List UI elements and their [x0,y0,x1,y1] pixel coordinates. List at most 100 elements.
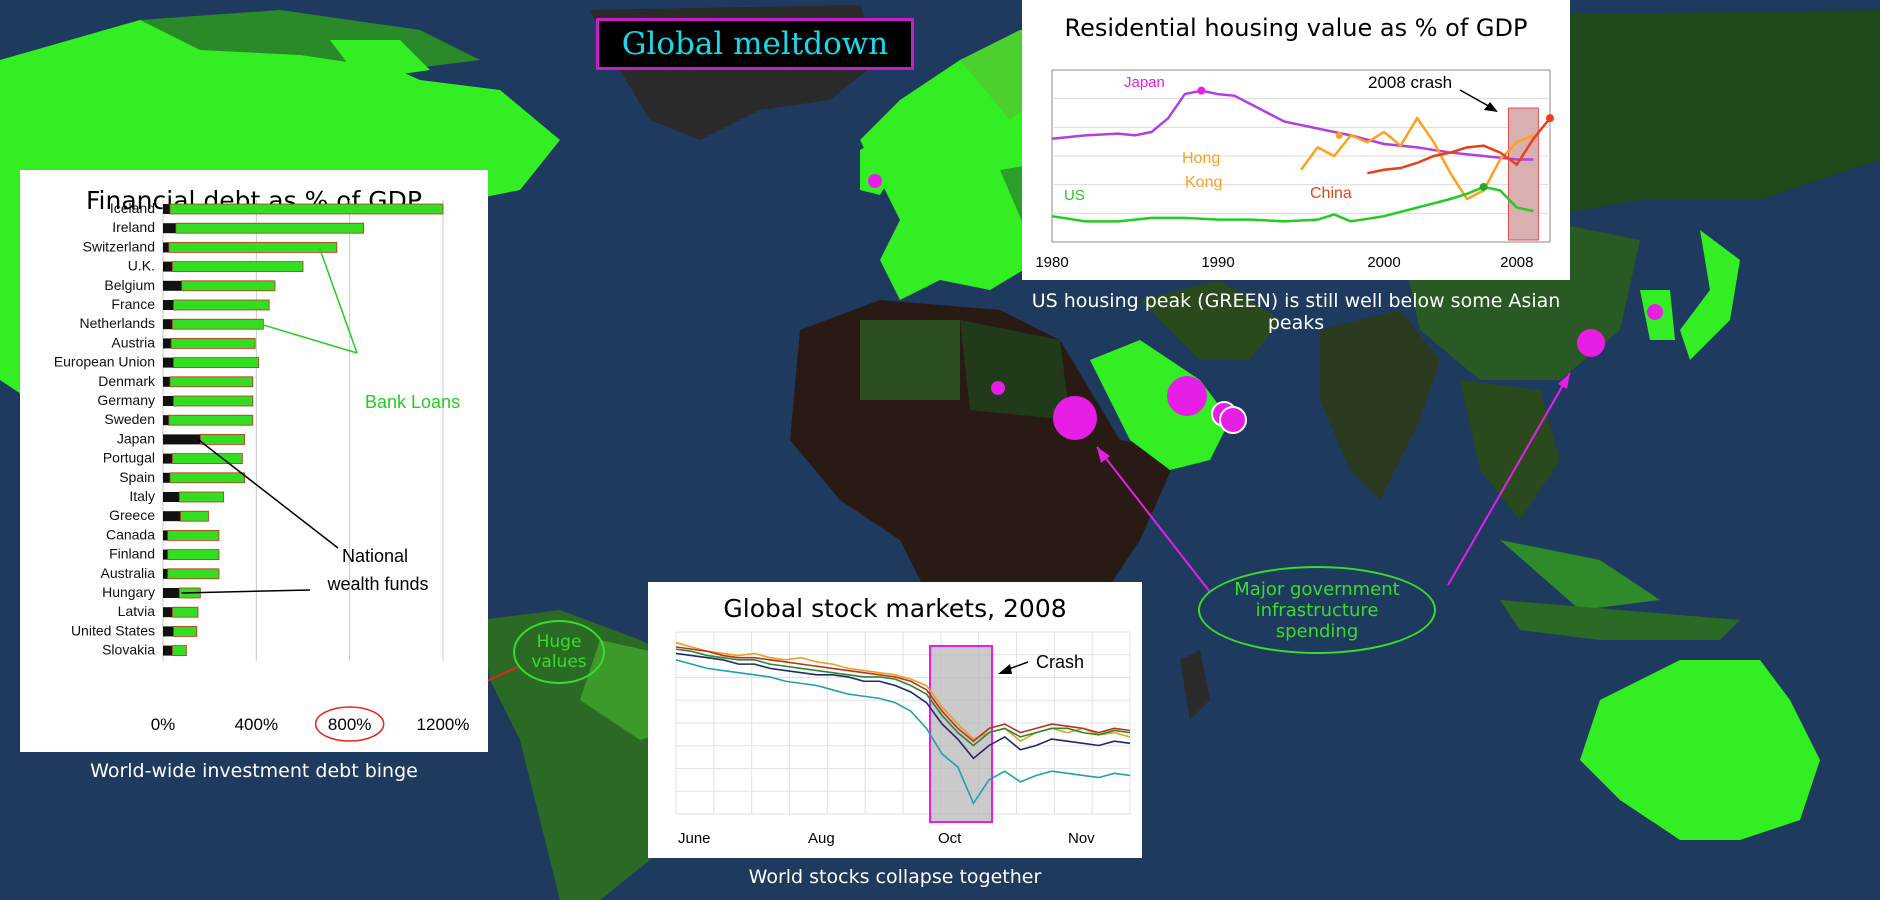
bubble-korea [1647,304,1663,320]
wealth-funds-label: National [342,546,408,566]
debt-bar-loans [173,299,270,311]
housing-chart: Japan Hong Kong China US 2008 crash 1980 1990 20… [1035,69,1554,271]
debt-chart-caption: World-wide investment debt binge [90,760,418,782]
debt-category-label: Italy [129,488,155,504]
debt-bar-wealth [163,204,170,214]
debt-bar-wealth [163,453,173,464]
housing-label-hongkong: Hong [1182,150,1220,167]
bubble-libya [991,381,1005,395]
debt-category-label: Latvia [118,603,156,619]
debt-category-label: Iceland [110,200,155,216]
debt-category-label: European Union [54,354,155,370]
housing-crash-arrowhead [1484,102,1498,112]
housing-crash-label: 2008 crash [1368,73,1452,92]
bank-loans-label: Bank Loans [365,392,460,412]
stocks-crash-arrowhead [998,664,1012,674]
debt-category-label: Australia [101,565,156,581]
debt-bar-loans [168,414,254,426]
stocks-series-line [675,659,1131,805]
debt-category-label: U.K. [128,258,155,274]
debt-chart: Iceland Ireland Switzerland U.K. Belgium Fran… [54,200,470,742]
housing-xtick-label: 2000 [1367,254,1400,271]
australia [1580,660,1820,840]
debt-bar-loans [171,645,187,657]
stocks-xtick-label: Oct [938,830,962,847]
debt-category-label: Ireland [112,219,155,235]
arrow-china [1447,372,1571,586]
debt-bar-wealth [163,511,181,522]
debt-bar-loans [167,549,220,561]
se-asia [1460,380,1560,520]
debt-category-label: Switzerland [83,238,155,254]
stocks-series-line [675,646,1131,743]
wealth-funds-leader [181,589,311,594]
stocks-series-line [675,648,1131,747]
debt-bar-loans [170,337,256,349]
housing-line-china [1367,117,1551,175]
debt-bar-loans [171,261,304,272]
page-title: Global meltdown [596,18,914,70]
debt-bar-loans [178,491,225,503]
bank-loans-leader [318,248,358,354]
debt-bar-wealth [163,376,170,387]
debt-category-label: Spain [119,469,155,485]
debt-bar-wealth [163,645,173,656]
bubble-saudi [1167,376,1207,416]
housing-xtick-label: 1990 [1201,254,1234,271]
debt-bar-loans [171,606,199,618]
debt-800-highlight [314,706,385,742]
debt-category-label: Portugal [103,450,155,466]
arabia [1090,340,1230,470]
arrow-africa [1096,446,1211,593]
housing-label-china: China [1310,185,1352,202]
stocks-crash-label: Crash [1036,652,1084,672]
debt-bar-wealth [163,492,180,502]
housing-chart-caption: US housing peak (GREEN) is still well be… [1031,290,1561,334]
debt-xtick-label: 800% [328,715,371,734]
debt-bar-loans [181,280,276,292]
debt-category-label: Canada [106,526,155,542]
debt-bar-wealth [163,319,173,330]
debt-bar-loans [169,472,246,484]
debt-bar-wealth [163,549,168,560]
debt-bar-wealth [163,338,172,349]
debt-bar-loans [180,510,209,522]
debt-bar-wealth [163,396,174,406]
debt-chart-panel: Financial debt as % of GDP Iceland Irelan… [20,170,488,752]
debt-category-label: United States [71,622,155,638]
debt-bar-loans [168,242,338,253]
debt-bar-loans [171,453,243,465]
housing-xtick-label: 1980 [1035,254,1068,271]
debt-bar-wealth [163,588,180,598]
debt-category-label: Japan [117,430,155,446]
stocks-chart-panel: Global stock markets, 2008 Crash June Aug O… [648,582,1142,858]
debt-bar-wealth [163,415,169,426]
stocks-series-line [675,652,1131,760]
debt-bar-loans [169,376,254,388]
debt-bar-wealth [163,568,168,579]
debt-xtick-label: 400% [235,715,278,734]
huge-values-callout: Huge values [513,620,605,684]
bubble-uk [868,174,882,188]
housing-label-hongkong: Kong [1185,174,1222,191]
india [1320,310,1440,500]
debt-category-label: Belgium [104,277,155,293]
housing-label-japan: Japan [1124,74,1165,91]
housing-peak-china [1546,114,1554,123]
debt-category-label: France [111,296,155,312]
debt-bar-wealth [163,434,201,445]
debt-bar-loans [173,625,198,637]
debt-xtick-label: 1200% [417,715,470,734]
debt-category-label: Denmark [98,373,156,389]
debt-category-label: Sweden [104,411,155,427]
debt-bar-wealth [163,607,173,618]
debt-bar-wealth [163,626,174,637]
housing-xtick-label: 2008 [1500,254,1533,271]
bubble-china [1577,329,1605,357]
debt-bar-wealth [163,357,174,368]
housing-line-hong-kong [1299,115,1534,201]
debt-bar-wealth [163,223,176,234]
bank-loans-leader [263,324,358,354]
stocks-xtick-label: Aug [808,830,835,847]
wealth-funds-leader [197,438,339,549]
